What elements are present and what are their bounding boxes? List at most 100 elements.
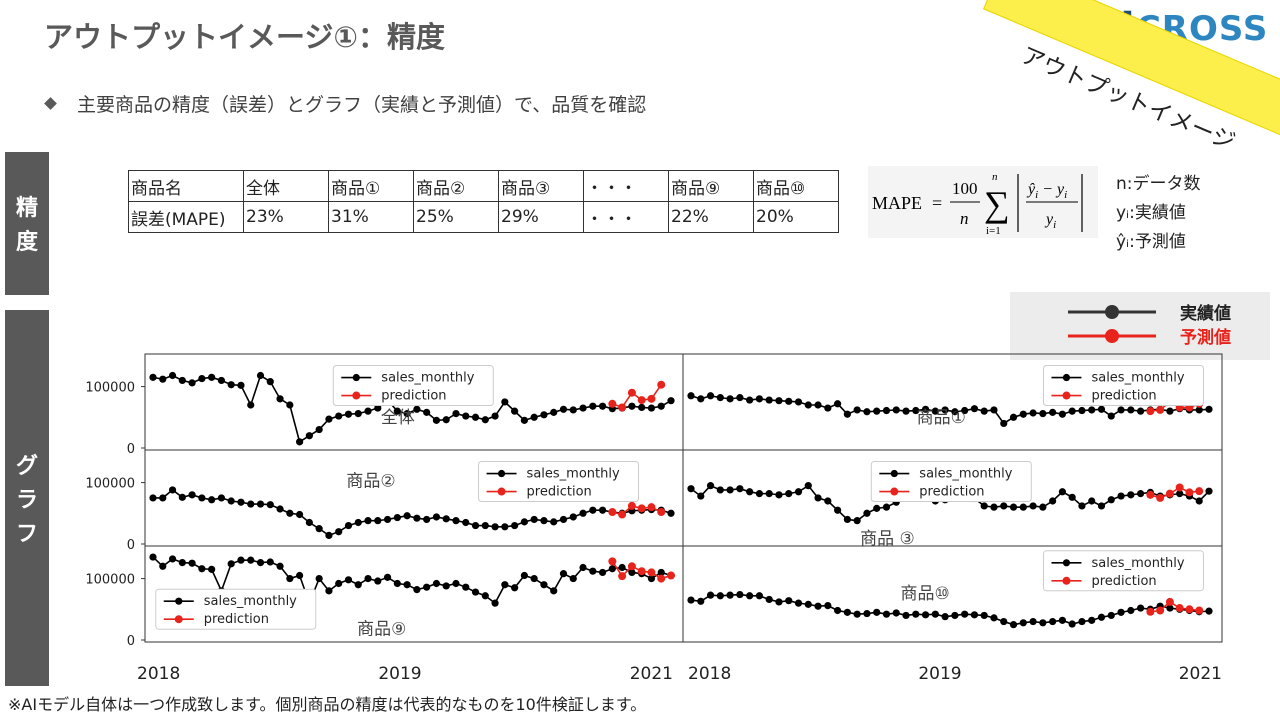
actual-point xyxy=(550,408,558,416)
actual-point xyxy=(550,587,558,595)
actual-point xyxy=(178,376,186,385)
actual-point xyxy=(687,596,695,604)
table-cell: 商品⑩ xyxy=(753,170,839,202)
actual-point xyxy=(687,485,695,493)
actual-point xyxy=(149,494,157,502)
actual-point xyxy=(149,553,157,561)
actual-point xyxy=(520,518,528,526)
actual-point xyxy=(217,376,226,385)
actual-point xyxy=(746,592,754,600)
actual-point xyxy=(481,592,489,600)
actual-point xyxy=(471,588,480,596)
actual-point xyxy=(628,402,636,410)
actual-point xyxy=(217,494,226,502)
actual-point xyxy=(403,410,411,418)
actual-point xyxy=(970,611,979,619)
actual-point xyxy=(559,405,568,413)
actual-point xyxy=(266,558,274,566)
y-tick-label: 0 xyxy=(127,442,135,457)
actual-point xyxy=(1127,406,1135,414)
table-cell: 商品名 xyxy=(128,170,244,202)
table-header-row: 商品名 全体 商品① 商品② 商品③ ・・・ 商品⑨ 商品⑩ xyxy=(128,170,839,202)
actual-point xyxy=(1166,604,1174,612)
actual-point xyxy=(432,416,441,424)
actual-point xyxy=(413,405,421,413)
actual-point xyxy=(814,602,822,610)
actual-point xyxy=(559,570,568,578)
actual-point xyxy=(618,563,626,572)
actual-point xyxy=(247,556,255,564)
actual-point xyxy=(1068,493,1076,501)
actual-point xyxy=(931,407,939,415)
actual-point xyxy=(530,515,538,524)
x-tick-label: 2021 xyxy=(630,664,673,684)
actual-point xyxy=(178,559,186,567)
actual-point xyxy=(843,608,851,616)
y-tick-label: 0 xyxy=(127,634,135,649)
actual-point xyxy=(188,491,196,499)
actual-point xyxy=(1009,413,1018,421)
actual-point xyxy=(804,401,812,409)
prediction-point xyxy=(618,510,627,519)
actual-point xyxy=(921,611,930,619)
actual-point xyxy=(159,562,167,570)
prediction-point xyxy=(608,557,617,566)
actual-point xyxy=(843,410,851,418)
prediction-point xyxy=(608,508,617,517)
actual-point xyxy=(716,592,724,600)
legend-prediction-marker xyxy=(497,487,506,496)
actual-point xyxy=(276,562,284,570)
actual-point xyxy=(374,517,382,525)
actual-point xyxy=(227,497,235,505)
prediction-point xyxy=(1185,488,1194,497)
prediction-point xyxy=(1175,483,1184,492)
legend-actual-text: sales_monthly xyxy=(527,467,620,482)
x-tick-label: 2018 xyxy=(688,664,731,684)
actual-point xyxy=(1127,491,1135,499)
actual-point xyxy=(726,591,734,599)
actual-point xyxy=(1078,617,1086,626)
actual-point xyxy=(442,515,450,523)
prediction-point xyxy=(1185,605,1194,614)
actual-point xyxy=(374,577,382,585)
actual-point xyxy=(168,486,177,494)
actual-point xyxy=(335,412,343,420)
actual-point xyxy=(1166,407,1174,415)
actual-point xyxy=(1117,406,1125,414)
actual-point xyxy=(315,574,323,583)
actual-point xyxy=(1029,409,1037,417)
formula-frac-top: ŷi − yi xyxy=(1026,181,1067,201)
actual-point xyxy=(237,556,245,564)
actual-point xyxy=(1136,604,1145,612)
actual-point xyxy=(1019,503,1027,511)
actual-point xyxy=(520,416,528,424)
actual-point xyxy=(1205,607,1213,615)
actual-point xyxy=(423,515,431,524)
actual-point xyxy=(980,407,988,415)
sigma-icon: ∑ xyxy=(984,184,1010,224)
actual-point xyxy=(344,521,353,530)
actual-point xyxy=(941,613,949,621)
actual-point xyxy=(325,531,333,539)
actual-point xyxy=(393,513,401,522)
panel-label: 商品⑩ xyxy=(900,584,949,604)
actual-point xyxy=(990,503,998,511)
actual-point xyxy=(266,501,274,509)
actual-point xyxy=(569,574,577,583)
actual-point xyxy=(1049,408,1057,416)
actual-point xyxy=(168,371,177,380)
prediction-point xyxy=(657,508,666,517)
table-cell: ・・・ xyxy=(583,201,669,233)
x-tick-label: 2021 xyxy=(1179,664,1222,684)
actual-point xyxy=(667,509,675,517)
actual-point xyxy=(511,407,519,415)
actual-point xyxy=(511,521,519,530)
actual-point xyxy=(775,598,783,606)
actual-marker-icon xyxy=(1105,305,1119,319)
prediction-point xyxy=(1156,606,1165,615)
legend-actual-marker xyxy=(890,469,898,478)
table-cell: 23% xyxy=(243,201,329,233)
formula-legend-n: n:データ数 xyxy=(1116,174,1201,194)
actual-point xyxy=(755,592,764,600)
section-label-graph: グラフ xyxy=(5,310,49,686)
